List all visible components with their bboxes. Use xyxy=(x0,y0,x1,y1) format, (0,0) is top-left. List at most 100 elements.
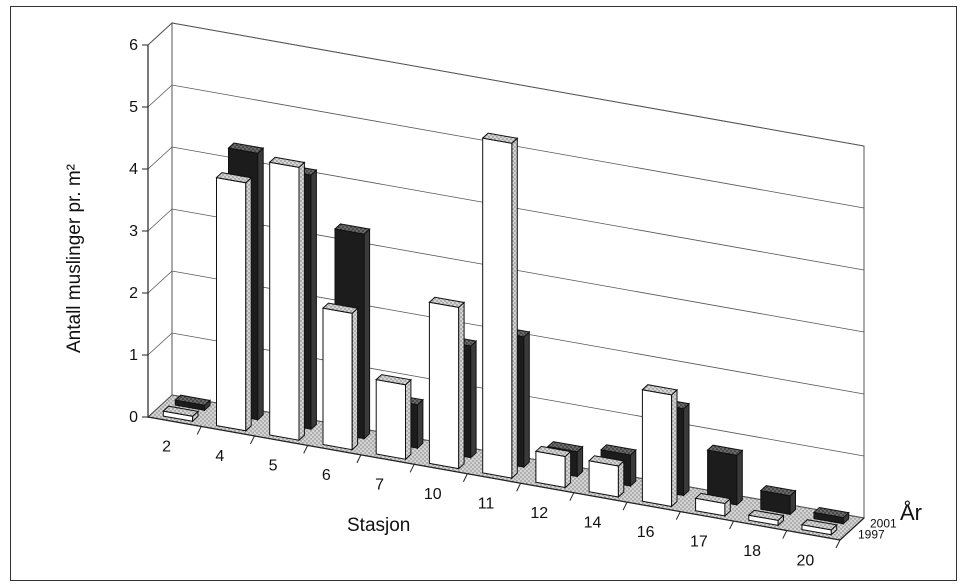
y-tick-label: 5 xyxy=(129,99,138,116)
bar-side xyxy=(629,448,637,488)
y-tick-label: 6 xyxy=(129,37,138,54)
bar-side xyxy=(736,449,743,507)
bar-side xyxy=(417,398,424,450)
x-tick-label: 14 xyxy=(584,514,602,531)
bar-1997-11 xyxy=(481,132,519,480)
gridline xyxy=(147,146,865,271)
bar-front xyxy=(269,161,300,441)
bar-top xyxy=(162,405,200,417)
x-tick-mark xyxy=(516,483,522,492)
bar-top xyxy=(428,296,466,308)
bar-front xyxy=(588,460,619,498)
x-tick-label: 4 xyxy=(215,448,224,465)
bar-top xyxy=(481,132,519,144)
bar-side xyxy=(511,137,518,480)
bar-side xyxy=(470,339,477,459)
bar-side xyxy=(671,388,678,508)
bar-top xyxy=(706,444,744,456)
labels-group: Antall muslinger pr. m² Stasjon År 01234… xyxy=(64,37,922,569)
x-tick-label: 16 xyxy=(637,524,655,541)
x-tick-mark xyxy=(196,426,202,435)
bar-top xyxy=(694,492,732,505)
x-tick-label: 18 xyxy=(743,543,761,560)
x-tick-mark xyxy=(569,492,575,501)
x-tick-mark xyxy=(675,511,681,520)
x-tick-label: 17 xyxy=(690,533,708,550)
bar-2001-18 xyxy=(759,485,797,516)
bar-front xyxy=(216,177,247,432)
y-tick-label: 2 xyxy=(129,285,138,302)
bar-1997-7 xyxy=(375,374,412,461)
x-tick-mark xyxy=(622,501,628,511)
bar-1997-12 xyxy=(534,445,572,489)
bar-1997-14 xyxy=(588,455,625,499)
bar-top xyxy=(534,445,572,458)
series-label-1997: 1997 xyxy=(858,528,885,542)
gridline xyxy=(147,208,865,333)
x-tick-mark xyxy=(250,435,255,445)
bar-front xyxy=(535,450,566,489)
gridline xyxy=(147,332,865,457)
bar-top xyxy=(759,485,797,497)
x-axis-title: Stasjon xyxy=(347,515,410,536)
y-tick-label: 4 xyxy=(129,161,138,178)
bar-top xyxy=(174,394,212,406)
bar-front xyxy=(482,137,513,479)
y-axis-title: Antall muslinger pr. m² xyxy=(64,164,85,353)
gridline xyxy=(147,22,865,147)
bar-side xyxy=(458,301,465,470)
bar-side xyxy=(683,402,690,497)
bar-top xyxy=(588,455,625,467)
gridline xyxy=(147,84,865,209)
bar-2001-17 xyxy=(706,444,744,507)
bar-1997-18 xyxy=(747,509,785,527)
x-tick-label: 10 xyxy=(424,486,442,503)
x-tick-label: 5 xyxy=(269,458,278,475)
bar-side xyxy=(257,147,264,421)
x-tick-mark xyxy=(782,530,788,539)
bar-top xyxy=(600,444,637,456)
bar-top xyxy=(747,509,785,521)
depth-axis-line xyxy=(839,517,865,541)
x-tick-label: 7 xyxy=(375,477,384,494)
bar-side xyxy=(351,307,359,451)
x-tick-mark xyxy=(303,445,309,454)
depth-axis-title: År xyxy=(900,500,922,525)
bar-1997-20 xyxy=(800,519,838,536)
x-tick-label: 2 xyxy=(162,439,171,456)
bar-top xyxy=(227,142,265,154)
bar-front xyxy=(641,389,673,508)
bar-top xyxy=(641,384,679,396)
bar-1997-17 xyxy=(694,492,732,518)
y-tick-label: 1 xyxy=(129,347,138,364)
gridline xyxy=(147,270,865,395)
y-tick-label: 3 xyxy=(129,223,138,240)
bar-side xyxy=(298,161,305,442)
bar-top xyxy=(268,156,306,168)
x-tick-label: 20 xyxy=(796,552,814,569)
bar-side xyxy=(564,450,572,489)
bar-front xyxy=(322,307,353,451)
bar-top xyxy=(546,441,584,453)
bar-side xyxy=(363,227,371,440)
x-axis-line xyxy=(147,416,841,541)
bar-1997-16 xyxy=(641,384,679,508)
bar-2001-20 xyxy=(812,506,850,525)
bars-group xyxy=(162,132,850,536)
x-tick-label: 11 xyxy=(478,496,495,513)
bar-top xyxy=(375,374,412,386)
bar-1997-6 xyxy=(321,302,359,451)
bar-side xyxy=(523,330,530,469)
bar-top xyxy=(215,172,253,184)
bar-1997-5 xyxy=(268,156,306,442)
bar-2001-2 xyxy=(174,394,212,412)
bar-side xyxy=(310,168,317,431)
x-tick-label: 12 xyxy=(530,505,548,522)
bar-1997-4 xyxy=(215,172,253,432)
x-tick-label: 6 xyxy=(322,467,331,484)
bar-side xyxy=(245,176,252,432)
series-label-2001: 2001 xyxy=(870,517,897,531)
x-tick-mark xyxy=(356,454,362,464)
x-tick-mark xyxy=(835,539,841,549)
